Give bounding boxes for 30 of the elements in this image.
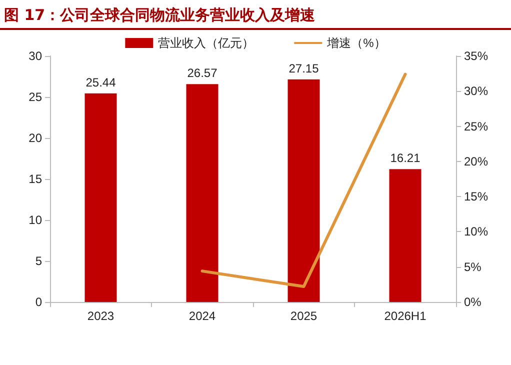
y-tick-label: 30 [28, 49, 42, 63]
data-label: 16.21 [390, 151, 421, 166]
y-tick-label: 15 [28, 172, 42, 186]
y2-tick-label: 25% [464, 119, 488, 134]
x-tick-label: 2024 [188, 309, 216, 323]
y2-tick-label: 10% [464, 224, 488, 239]
bar [186, 84, 218, 302]
data-label: 26.57 [187, 66, 218, 80]
data-label: 25.44 [86, 75, 116, 90]
y2-tick-label: 20% [464, 154, 488, 168]
y2-tick-label: 30% [464, 84, 488, 98]
y2-tick-label: 0% [464, 295, 482, 309]
bar [84, 93, 117, 302]
y-tick-label: 25 [28, 90, 42, 104]
y-tick-label: 0 [35, 295, 42, 309]
legend-label: 增速（%） [326, 36, 386, 50]
y-tick-label: 5 [35, 254, 42, 268]
x-tick-label: 2025 [290, 309, 318, 323]
bar [389, 169, 422, 302]
bar [288, 79, 320, 302]
x-tick-label: 2023 [87, 309, 114, 323]
y-tick-label: 10 [28, 213, 42, 227]
x-tick-label: 2026H1 [384, 309, 427, 323]
legend-label: 营业收入（亿元） [158, 36, 254, 50]
chart-title: 图 17：公司全球合同物流业务营业收入及增速 [0, 0, 511, 30]
y-tick-label: 20 [28, 131, 42, 145]
y2-tick-label: 35% [464, 49, 488, 63]
y2-tick-label: 5% [464, 260, 482, 274]
y2-tick-label: 15% [464, 190, 488, 204]
data-label: 27.15 [288, 61, 320, 76]
